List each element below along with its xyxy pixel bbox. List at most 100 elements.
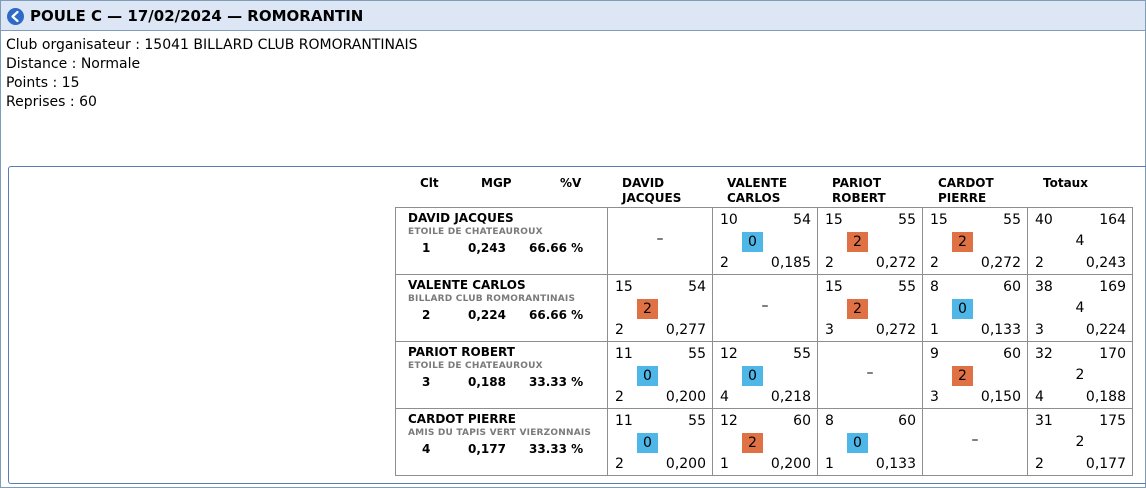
header-player-2-first: VALENTE	[727, 176, 788, 190]
match-points: 12	[720, 413, 738, 429]
player-mgp: 0,243	[468, 241, 506, 255]
header-clt: Clt	[420, 176, 439, 190]
total-best-series: 4	[1035, 389, 1044, 405]
match-average: 0,200	[770, 456, 811, 472]
match-reprises: 55	[793, 346, 811, 362]
header-player-3-second: ROBERT	[832, 191, 886, 205]
total-match-points: 2	[1075, 434, 1085, 450]
match-reprises: 54	[688, 279, 706, 295]
match-reprises: 60	[898, 413, 916, 429]
title-bar: POULE C — 17/02/2024 — ROMORANTIN	[0, 0, 1146, 31]
match-result-badge: 2	[742, 433, 763, 453]
match-reprises: 54	[793, 212, 811, 228]
points-info: Points : 15	[6, 75, 80, 91]
header-player-2-second: CARLOS	[727, 191, 781, 205]
total-points: 38	[1035, 279, 1053, 295]
player-rank: 1	[422, 241, 431, 255]
player-mgp: 0,177	[468, 442, 506, 456]
total-points: 40	[1035, 212, 1053, 228]
player-win-percent: 66.66 %	[529, 241, 584, 255]
match-average: 0,150	[980, 389, 1021, 405]
header-player-1-first: DAVID	[622, 176, 665, 190]
match-cell[interactable]: 15 55 2 3 0,272	[817, 274, 923, 342]
match-average: 0,272	[980, 255, 1021, 271]
match-points: 8	[825, 413, 834, 429]
match-cell[interactable]: 8 60 0 1 0,133	[922, 274, 1028, 342]
match-cell[interactable]: 12 55 0 4 0,218	[712, 341, 818, 409]
distance-info: Distance : Normale	[6, 56, 141, 72]
match-cell[interactable]: 10 54 0 2 0,185	[712, 207, 818, 275]
total-average: 0,177	[1085, 456, 1126, 472]
match-reprises: 55	[688, 413, 706, 429]
player-club: ETOILE DE CHATEAUROUX	[408, 361, 543, 371]
match-cell[interactable]: 12 60 2 1 0,200	[712, 408, 818, 476]
match-result-badge: 2	[637, 299, 658, 319]
match-average: 0,272	[875, 322, 916, 338]
match-best-series: 2	[615, 456, 624, 472]
match-average: 0,277	[665, 322, 706, 338]
player-rank: 4	[422, 442, 431, 456]
match-average: 0,272	[875, 255, 916, 271]
match-cell[interactable]: 11 55 0 2 0,200	[607, 341, 713, 409]
player-mgp: 0,224	[468, 308, 506, 322]
match-cell[interactable]: 15 55 2 2 0,272	[817, 207, 923, 275]
total-match-points: 4	[1075, 233, 1085, 249]
table-row: CARDOT PIERRE AMIS DU TAPIS VERT VIERZONN…	[395, 408, 1133, 476]
match-average: 0,218	[770, 389, 811, 405]
match-cell[interactable]: 9 60 2 3 0,150	[922, 341, 1028, 409]
total-best-series: 3	[1035, 322, 1044, 338]
match-points: 9	[930, 346, 939, 362]
total-reprises: 175	[1099, 413, 1126, 429]
match-cell: –	[817, 341, 923, 409]
self-match-dash: –	[761, 298, 769, 314]
organizer-info: Club organisateur : 15041 BILLARD CLUB R…	[6, 37, 418, 53]
match-average: 0,200	[665, 456, 706, 472]
match-reprises: 60	[1003, 279, 1021, 295]
header-player-3-first: PARIOT	[832, 176, 882, 190]
player-club: AMIS DU TAPIS VERT VIERZONNAIS	[408, 428, 592, 438]
match-best-series: 2	[615, 322, 624, 338]
match-result-badge: 0	[742, 366, 763, 386]
player-rank: 3	[422, 375, 431, 389]
table-row: DAVID JACQUES ETOILE DE CHATEAUROUX 1 0,243…	[395, 207, 1133, 275]
match-best-series: 2	[825, 255, 834, 271]
player-name: DAVID JACQUES	[408, 211, 514, 225]
match-best-series: 1	[930, 322, 939, 338]
match-cell: –	[607, 207, 713, 275]
match-best-series: 3	[825, 322, 834, 338]
match-cell[interactable]: 15 55 2 2 0,272	[922, 207, 1028, 275]
match-points: 15	[825, 279, 843, 295]
match-cell[interactable]: 15 54 2 2 0,277	[607, 274, 713, 342]
header-totaux: Totaux	[1043, 176, 1088, 190]
header-player-3: PARIOT ROBERT	[832, 176, 886, 206]
total-reprises: 170	[1099, 346, 1126, 362]
match-cell[interactable]: 11 55 0 2 0,200	[607, 408, 713, 476]
match-reprises: 55	[1003, 212, 1021, 228]
total-reprises: 169	[1099, 279, 1126, 295]
player-cell: PARIOT ROBERT ETOILE DE CHATEAUROUX 3 0,188…	[395, 341, 608, 409]
reprises-info: Reprises : 60	[6, 94, 97, 110]
total-cell: 38 169 4 3 0,224	[1027, 274, 1133, 342]
match-result-badge: 2	[847, 299, 868, 319]
total-match-points: 2	[1075, 367, 1085, 383]
match-result-badge: 2	[952, 232, 973, 252]
header-player-4: CARDOT PIERRE	[938, 176, 994, 206]
match-best-series: 3	[930, 389, 939, 405]
total-average: 0,224	[1085, 322, 1126, 338]
match-result-badge: 2	[847, 232, 868, 252]
player-win-percent: 33.33 %	[529, 442, 584, 456]
match-average: 0,133	[875, 456, 916, 472]
match-result-badge: 0	[952, 299, 973, 319]
match-points: 11	[615, 346, 633, 362]
match-best-series: 2	[615, 389, 624, 405]
back-arrow-icon[interactable]	[7, 8, 24, 25]
match-points: 15	[825, 212, 843, 228]
match-result-badge: 0	[637, 433, 658, 453]
match-cell[interactable]: 8 60 0 1 0,133	[817, 408, 923, 476]
header-player-4-first: CARDOT	[938, 176, 994, 190]
match-result-badge: 0	[847, 433, 868, 453]
total-best-series: 2	[1035, 255, 1044, 271]
self-match-dash: –	[866, 365, 874, 381]
table-row: VALENTE CARLOS BILLARD CLUB ROMORANTINAIS…	[395, 274, 1133, 342]
match-best-series: 1	[825, 456, 834, 472]
